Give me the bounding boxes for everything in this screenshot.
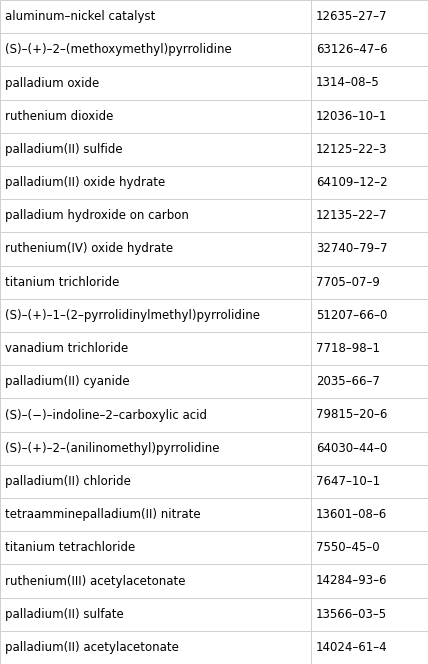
Text: palladium hydroxide on carbon: palladium hydroxide on carbon	[5, 209, 189, 222]
Text: 7718–98–1: 7718–98–1	[316, 342, 380, 355]
Text: 1314–08–5: 1314–08–5	[316, 76, 380, 90]
Text: (S)–(+)–2–(anilinomethyl)pyrrolidine: (S)–(+)–2–(anilinomethyl)pyrrolidine	[5, 442, 220, 455]
Text: palladium(II) sulfide: palladium(II) sulfide	[5, 143, 123, 156]
Text: 13566–03–5: 13566–03–5	[316, 608, 387, 621]
Text: (S)–(−)–indoline–2–carboxylic acid: (S)–(−)–indoline–2–carboxylic acid	[5, 408, 207, 422]
Text: ruthenium(III) acetylacetonate: ruthenium(III) acetylacetonate	[5, 574, 186, 588]
Text: titanium tetrachloride: titanium tetrachloride	[5, 541, 135, 554]
Text: 12635–27–7: 12635–27–7	[316, 10, 387, 23]
Text: 14284–93–6: 14284–93–6	[316, 574, 387, 588]
Text: 64030–44–0: 64030–44–0	[316, 442, 387, 455]
Text: titanium trichloride: titanium trichloride	[5, 276, 119, 289]
Text: vanadium trichloride: vanadium trichloride	[5, 342, 128, 355]
Text: palladium(II) chloride: palladium(II) chloride	[5, 475, 131, 488]
Text: 14024–61–4: 14024–61–4	[316, 641, 387, 654]
Text: palladium(II) sulfate: palladium(II) sulfate	[5, 608, 124, 621]
Text: 32740–79–7: 32740–79–7	[316, 242, 387, 256]
Text: 12036–10–1: 12036–10–1	[316, 110, 387, 123]
Text: aluminum–nickel catalyst: aluminum–nickel catalyst	[5, 10, 155, 23]
Text: 7705–07–9: 7705–07–9	[316, 276, 380, 289]
Text: palladium oxide: palladium oxide	[5, 76, 99, 90]
Text: palladium(II) acetylacetonate: palladium(II) acetylacetonate	[5, 641, 179, 654]
Text: 7550–45–0: 7550–45–0	[316, 541, 380, 554]
Text: 12135–22–7: 12135–22–7	[316, 209, 387, 222]
Text: 13601–08–6: 13601–08–6	[316, 508, 387, 521]
Text: 12125–22–3: 12125–22–3	[316, 143, 387, 156]
Text: tetraamminepalladium(II) nitrate: tetraamminepalladium(II) nitrate	[5, 508, 201, 521]
Text: 79815–20–6: 79815–20–6	[316, 408, 387, 422]
Text: palladium(II) cyanide: palladium(II) cyanide	[5, 375, 130, 388]
Text: 63126–47–6: 63126–47–6	[316, 43, 387, 56]
Text: 7647–10–1: 7647–10–1	[316, 475, 380, 488]
Text: ruthenium(IV) oxide hydrate: ruthenium(IV) oxide hydrate	[5, 242, 173, 256]
Text: 2035–66–7: 2035–66–7	[316, 375, 380, 388]
Text: (S)–(+)–2–(methoxymethyl)pyrrolidine: (S)–(+)–2–(methoxymethyl)pyrrolidine	[5, 43, 232, 56]
Text: 64109–12–2: 64109–12–2	[316, 176, 387, 189]
Text: palladium(II) oxide hydrate: palladium(II) oxide hydrate	[5, 176, 165, 189]
Text: ruthenium dioxide: ruthenium dioxide	[5, 110, 113, 123]
Text: 51207–66–0: 51207–66–0	[316, 309, 387, 322]
Text: (S)–(+)–1–(2–pyrrolidinylmethyl)pyrrolidine: (S)–(+)–1–(2–pyrrolidinylmethyl)pyrrolid…	[5, 309, 260, 322]
